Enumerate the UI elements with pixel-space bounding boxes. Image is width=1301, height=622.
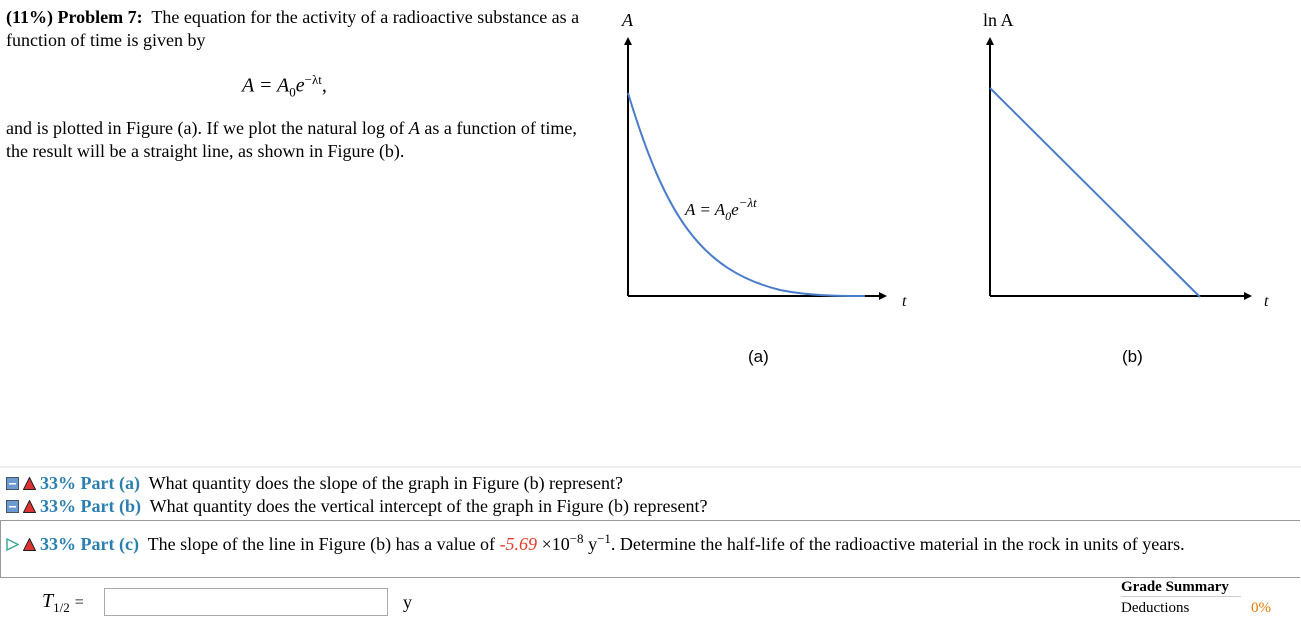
after-2: as a function of time, the result will b… — [6, 118, 577, 161]
part-c-box — [0, 520, 1300, 578]
part-label: Part (b) — [80, 496, 141, 516]
part-label: Part (a) — [80, 473, 140, 493]
curve-label-sub: 0 — [725, 209, 731, 223]
given-value: -5.69 — [499, 534, 538, 554]
collapse-icon[interactable] — [6, 477, 19, 490]
deductions-row: Deductions 0% — [1121, 600, 1271, 617]
x-label: t — [1264, 293, 1269, 310]
caption: (b) — [1122, 347, 1143, 366]
y-label: A — [621, 10, 634, 30]
deductions-value: 0% — [1251, 600, 1271, 616]
arrow — [879, 292, 887, 300]
curve-label: A = A0e−λt — [684, 195, 757, 223]
question-end: . Determine the half-life of the radioac… — [610, 534, 1185, 554]
var: T — [42, 590, 54, 612]
grade-summary: Grade Summary Deductions 0% — [1121, 579, 1271, 617]
answer-unit: y — [403, 592, 412, 612]
curve-label-exp: −λt — [739, 195, 757, 210]
part-c: 33% Part (c) The slope of the line in Fi… — [6, 527, 1296, 556]
arrow — [986, 37, 994, 45]
eq-lhs: A = A — [242, 74, 290, 97]
intro: (11%) Problem 7: The equation for the ac… — [6, 6, 596, 52]
log-line — [989, 87, 1201, 298]
question: What quantity does the slope of the grap… — [148, 473, 624, 493]
percent: 33% — [40, 496, 76, 516]
answer-input[interactable] — [104, 588, 388, 616]
eq-exp: −λt — [304, 72, 322, 87]
eq-base: e — [295, 74, 305, 97]
collapse-icon[interactable] — [6, 500, 19, 513]
arrow — [1244, 292, 1252, 300]
after-var: A — [408, 118, 420, 138]
intro-text: The equation for the activity of a radio… — [6, 7, 580, 50]
warning-icon — [23, 500, 36, 513]
var-sub: 1/2 — [53, 600, 70, 615]
part-label: Part (c) — [80, 534, 139, 554]
after-1: and is plotted in Figure (a). If we plot… — [6, 118, 405, 138]
arrow — [624, 37, 632, 45]
part-a[interactable]: 33% Part (a) What quantity does the slop… — [6, 473, 623, 494]
curve-label-a: A = A — [684, 200, 726, 219]
caption: (a) — [748, 347, 769, 366]
x-label: t — [902, 293, 907, 310]
curve-label-base: e — [731, 200, 739, 219]
deductions: Deductions — [1121, 600, 1190, 616]
figures: A t A = A0e−λt (a) ln A t (b) — [0, 10, 1301, 468]
times: ×10 — [541, 534, 570, 554]
question: What quantity does the vertical intercep… — [149, 496, 708, 516]
unit: y — [588, 534, 598, 554]
grade-title: Grade Summary — [1121, 579, 1241, 597]
equation: A = A0e−λt, — [242, 72, 327, 101]
unit-exp: −1 — [597, 531, 611, 546]
problem-header: (11%) Problem 7: — [6, 7, 143, 27]
eq-end: , — [321, 74, 327, 97]
eq-sub: 0 — [289, 84, 296, 100]
after-text: and is plotted in Figure (a). If we plot… — [6, 117, 596, 163]
exponent: −8 — [569, 531, 584, 546]
question: The slope of the line in Figure (b) has … — [147, 534, 496, 554]
percent: 33% — [40, 534, 76, 554]
equals: = — [74, 594, 84, 611]
decay-curve — [627, 92, 866, 297]
part-b[interactable]: 33% Part (b) What quantity does the vert… — [6, 496, 707, 517]
y-label: ln A — [983, 10, 1014, 30]
percent: 33% — [40, 473, 76, 493]
answer-label: T1/2 = — [42, 590, 84, 616]
warning-icon — [23, 477, 36, 490]
warning-icon — [23, 538, 36, 551]
expand-icon[interactable] — [6, 538, 19, 551]
